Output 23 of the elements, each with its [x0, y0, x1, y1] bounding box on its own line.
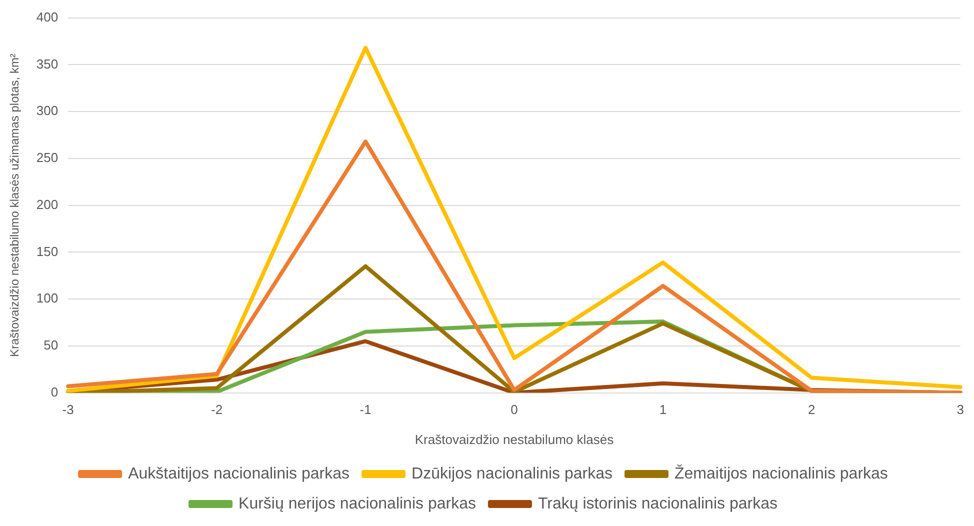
y-tick-label: 200	[36, 196, 58, 212]
legend-label: Kuršių nerijos nacionalinis parkas	[238, 495, 476, 512]
legend-label: Trakų istorinis nacionalinis parkas	[538, 495, 778, 512]
y-tick-label: 250	[36, 150, 58, 166]
y-tick-label: 400	[36, 9, 58, 24]
legend-label: Žemaitijos nacionalinis parkas	[674, 464, 888, 482]
legend-label: Aukštaitijos nacionalinis parkas	[128, 465, 350, 482]
y-tick-label: 0	[50, 384, 58, 400]
x-tick-label: -1	[360, 402, 372, 418]
x-tick-label: -3	[62, 402, 74, 418]
legend-label: Dzūkijos nacionalinis parkas	[412, 465, 612, 482]
x-tick-label: 0	[510, 402, 518, 418]
x-tick-label: 2	[808, 402, 816, 418]
x-tick-label: 3	[956, 402, 964, 418]
y-tick-label: 350	[36, 56, 58, 72]
y-tick-label: 150	[36, 244, 58, 259]
y-axis-title: Kraštovaizdžio nestabilumo klasės užimamas plotas, km²	[8, 54, 22, 358]
y-tick-label: 100	[36, 290, 58, 306]
y-tick-label: 50	[44, 338, 58, 353]
x-tick-label: 1	[659, 402, 667, 418]
y-tick-label: 300	[36, 103, 58, 118]
x-tick-label: -2	[211, 402, 223, 418]
x-axis-title: Kraštovaizdžio nestabilumo klasės	[414, 432, 614, 447]
